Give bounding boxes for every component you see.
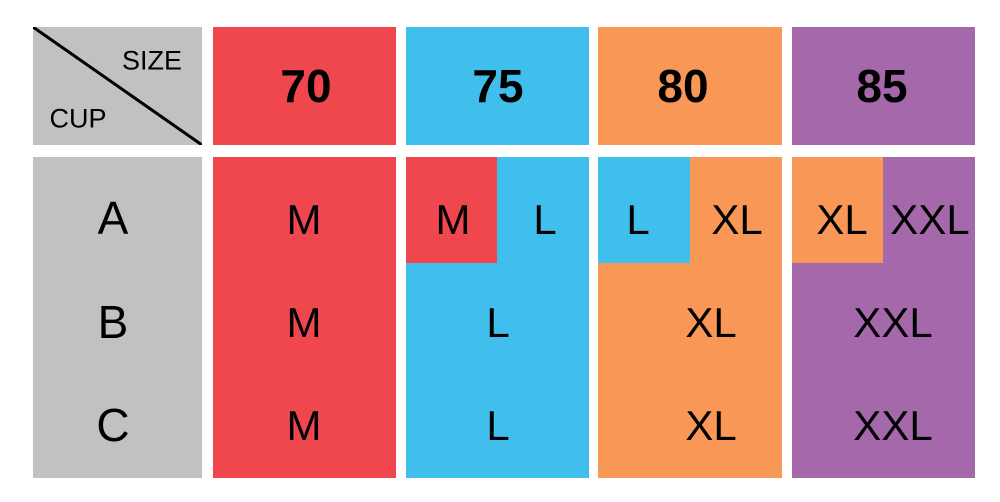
cell-80-a-left: L bbox=[626, 196, 650, 243]
header-85 bbox=[792, 27, 975, 145]
header-70 bbox=[213, 27, 396, 145]
size-70: 70 bbox=[280, 60, 332, 112]
cell-70-b: M bbox=[286, 299, 322, 346]
cell-85-a-left: XL bbox=[816, 196, 868, 243]
cup-column bbox=[33, 157, 202, 478]
cell-85-c: XXL bbox=[853, 402, 933, 449]
cup-b: B bbox=[97, 296, 129, 348]
cell-80-a-right: XL bbox=[711, 196, 763, 243]
corner-cell bbox=[33, 27, 202, 145]
column-75-a-sub bbox=[406, 157, 497, 263]
size-80: 80 bbox=[657, 60, 709, 112]
cell-85-a-right: XXL bbox=[890, 196, 970, 243]
cell-80-c: XL bbox=[685, 402, 737, 449]
cell-75-c: L bbox=[486, 402, 510, 449]
cell-70-c: M bbox=[286, 402, 322, 449]
cell-80-b: XL bbox=[685, 299, 737, 346]
cup-a: A bbox=[97, 192, 129, 244]
column-70 bbox=[213, 157, 396, 478]
cup-label: CUP bbox=[49, 103, 107, 134]
column-85-a-sub bbox=[792, 157, 883, 263]
cell-70-a: M bbox=[286, 196, 322, 243]
size-85: 85 bbox=[856, 60, 908, 112]
diagonal-divider bbox=[33, 27, 202, 145]
column-80-a-sub bbox=[598, 157, 690, 263]
header-80 bbox=[598, 27, 782, 145]
header-75 bbox=[406, 27, 589, 145]
cell-75-a-left: M bbox=[435, 196, 471, 243]
cell-75-b: L bbox=[486, 299, 510, 346]
cell-75-a-right: L bbox=[533, 196, 557, 243]
cup-c: C bbox=[96, 399, 130, 451]
size-75: 75 bbox=[472, 60, 524, 112]
cell-85-b: XXL bbox=[853, 299, 933, 346]
size-label: SIZE bbox=[121, 45, 183, 76]
